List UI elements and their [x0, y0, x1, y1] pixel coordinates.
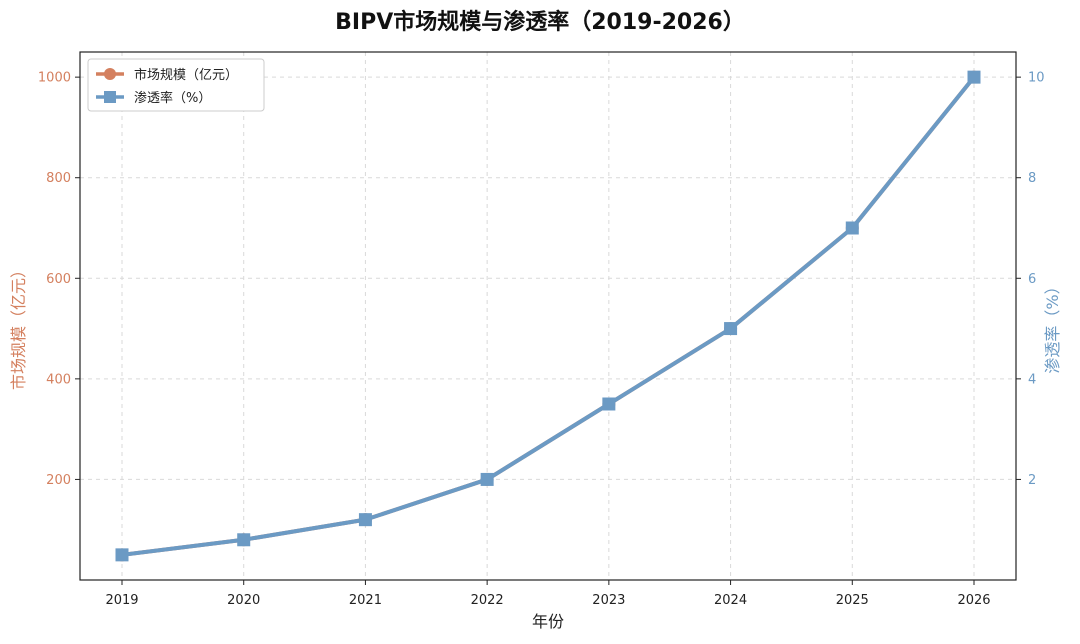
legend-box	[87, 58, 265, 112]
x-tick-label: 2023	[592, 593, 625, 608]
x-tick-label: 2022	[471, 593, 504, 608]
y-axis-left: 200 400 600 800 1000	[38, 71, 80, 488]
data-point-penetration-rate	[115, 548, 129, 562]
data-point-penetration-rate	[480, 472, 494, 486]
y-right-tick-label: 4	[1028, 372, 1036, 387]
legend-label-market-size: 市场规模（亿元）	[134, 67, 238, 83]
data-point-penetration-rate	[845, 221, 859, 235]
y-right-tick-label: 10	[1028, 71, 1045, 86]
legend-marker-penetration-rate	[104, 91, 116, 103]
y-axis-right: 2 4 6 8 10	[1016, 71, 1045, 488]
x-axis-label: 年份	[532, 612, 564, 631]
y-left-tick-label: 200	[46, 473, 71, 488]
chart-title: BIPV市场规模与渗透率（2019-2026）	[335, 9, 745, 35]
data-point-penetration-rate	[358, 513, 372, 527]
x-tick-label: 2026	[957, 593, 990, 608]
data-point-penetration-rate	[237, 533, 251, 547]
legend-marker-market-size	[104, 68, 116, 80]
y-left-tick-label: 800	[46, 171, 71, 186]
data-point-penetration-rate	[967, 70, 981, 84]
y-left-tick-label: 600	[46, 272, 71, 287]
plot-frame	[79, 51, 1017, 581]
y-left-tick-label: 400	[46, 372, 71, 387]
y-axis-right-label: 渗透率（%）	[1043, 278, 1062, 373]
y-right-tick-label: 2	[1028, 473, 1036, 488]
x-tick-label: 2025	[836, 593, 869, 608]
x-tick-label: 2019	[105, 593, 138, 608]
legend: 市场规模（亿元） 渗透率（%）	[87, 58, 265, 112]
series-layer	[115, 70, 981, 562]
data-point-penetration-rate	[724, 322, 738, 336]
grid	[80, 52, 1016, 580]
legend-label-penetration-rate: 渗透率（%）	[134, 90, 211, 106]
series-line-penetration-rate	[120, 75, 976, 557]
y-axis-left-label: 市场规模（亿元）	[9, 262, 28, 390]
x-axis: 2019 2020 2021 2022 2023 2024 2025 2026	[105, 580, 991, 608]
y-right-tick-label: 6	[1028, 272, 1036, 287]
x-tick-label: 2021	[349, 593, 382, 608]
y-right-tick-label: 8	[1028, 171, 1036, 186]
x-tick-label: 2024	[714, 593, 747, 608]
data-point-penetration-rate	[602, 397, 616, 411]
x-tick-label: 2020	[227, 593, 260, 608]
y-left-tick-label: 1000	[38, 71, 71, 86]
